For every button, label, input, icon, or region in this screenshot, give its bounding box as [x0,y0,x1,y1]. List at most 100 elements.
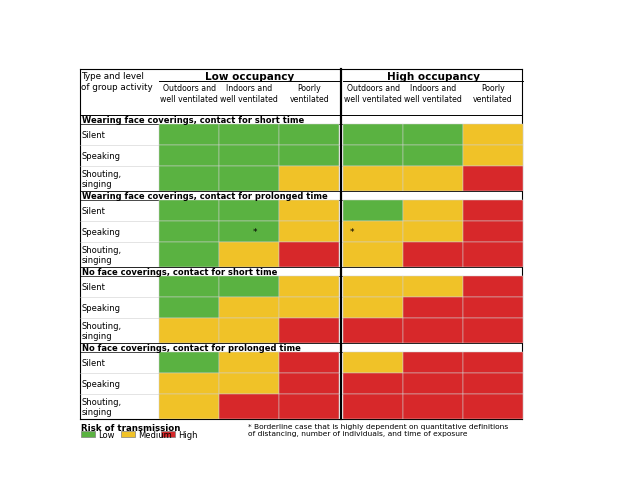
Text: Speaking: Speaking [82,304,121,313]
Bar [81,431,95,437]
Bar [403,222,463,243]
Text: Poorly
ventilated: Poorly ventilated [289,84,329,103]
Text: Speaking: Speaking [82,380,121,389]
Text: Outdoors and
well ventilated: Outdoors and well ventilated [161,84,218,103]
Bar [463,277,523,298]
Bar [463,243,523,267]
Bar [463,222,523,243]
Bar [159,201,219,222]
Bar [219,395,279,419]
Text: Indoors and
well ventilated: Indoors and well ventilated [404,84,462,103]
Bar [159,222,219,243]
Text: Shouting,
singing: Shouting, singing [82,321,122,341]
Bar [219,222,279,243]
Text: Speaking: Speaking [82,152,121,161]
Bar [219,319,279,343]
Bar [159,395,219,419]
Bar [343,243,403,267]
Bar [343,125,403,146]
Bar [219,243,279,267]
Bar [279,167,339,191]
Text: Risk of transmission: Risk of transmission [81,423,181,432]
Bar [279,222,339,243]
Bar [403,167,463,191]
Bar [343,146,403,167]
Text: Poorly
ventilated: Poorly ventilated [473,84,513,103]
Bar [219,353,279,374]
Text: Low: Low [98,430,114,439]
Text: Type and level
of group activity: Type and level of group activity [81,72,153,92]
Bar [463,319,523,343]
Bar [403,125,463,146]
Bar [279,243,339,267]
Text: Indoors and
well ventilated: Indoors and well ventilated [220,84,278,103]
Bar [159,243,219,267]
Bar [343,167,403,191]
Bar [343,353,403,374]
Bar [279,146,339,167]
Text: Shouting,
singing: Shouting, singing [82,245,122,265]
Bar [219,277,279,298]
Bar [159,374,219,395]
Text: Outdoors and
well ventilated: Outdoors and well ventilated [344,84,402,103]
Bar [463,395,523,419]
Text: High occupancy: High occupancy [387,72,479,82]
Bar [403,277,463,298]
Bar [159,146,219,167]
Bar [343,201,403,222]
Text: Wearing face coverings, contact for short time: Wearing face coverings, contact for shor… [82,116,304,125]
Bar [279,277,339,298]
Bar [403,201,463,222]
Bar [343,277,403,298]
Bar [343,395,403,419]
Bar [403,298,463,319]
Bar [161,431,175,437]
Text: Medium: Medium [138,430,171,439]
Bar [159,277,219,298]
Bar [343,319,403,343]
Bar [219,201,279,222]
Text: * Borderline case that is highly dependent on quantitative definitions
of distan: * Borderline case that is highly depende… [248,423,508,436]
Bar [219,125,279,146]
Text: Shouting,
singing: Shouting, singing [82,397,122,416]
Text: Silent: Silent [82,359,106,368]
Bar [463,353,523,374]
Bar [403,146,463,167]
Bar [159,298,219,319]
Text: Shouting,
singing: Shouting, singing [82,169,122,189]
Text: Speaking: Speaking [82,228,121,237]
Bar [463,298,523,319]
Bar [403,374,463,395]
Bar [463,146,523,167]
Bar [463,374,523,395]
Text: Low occupancy: Low occupancy [205,72,294,82]
Bar [403,319,463,343]
Bar [279,353,339,374]
Bar [279,374,339,395]
Bar [219,146,279,167]
Text: High: High [178,430,197,439]
Text: No face coverings, contact for prolonged time: No face coverings, contact for prolonged… [82,343,301,352]
Bar [159,167,219,191]
Text: *: * [253,228,258,237]
Text: Silent: Silent [82,131,106,140]
Bar [279,125,339,146]
Bar [219,167,279,191]
Bar [159,125,219,146]
Bar [463,201,523,222]
Bar [279,319,339,343]
Bar [219,298,279,319]
Bar [279,298,339,319]
Text: No face coverings, contact for short time: No face coverings, contact for short tim… [82,268,277,277]
Text: Silent: Silent [82,207,106,216]
Text: *: * [350,228,354,237]
Bar [159,353,219,374]
Bar [343,222,403,243]
Bar [403,243,463,267]
Bar [121,431,135,437]
Text: Wearing face coverings, contact for prolonged time: Wearing face coverings, contact for prol… [82,191,328,200]
Bar [403,395,463,419]
Bar [159,319,219,343]
Bar [279,395,339,419]
Text: Silent: Silent [82,283,106,292]
